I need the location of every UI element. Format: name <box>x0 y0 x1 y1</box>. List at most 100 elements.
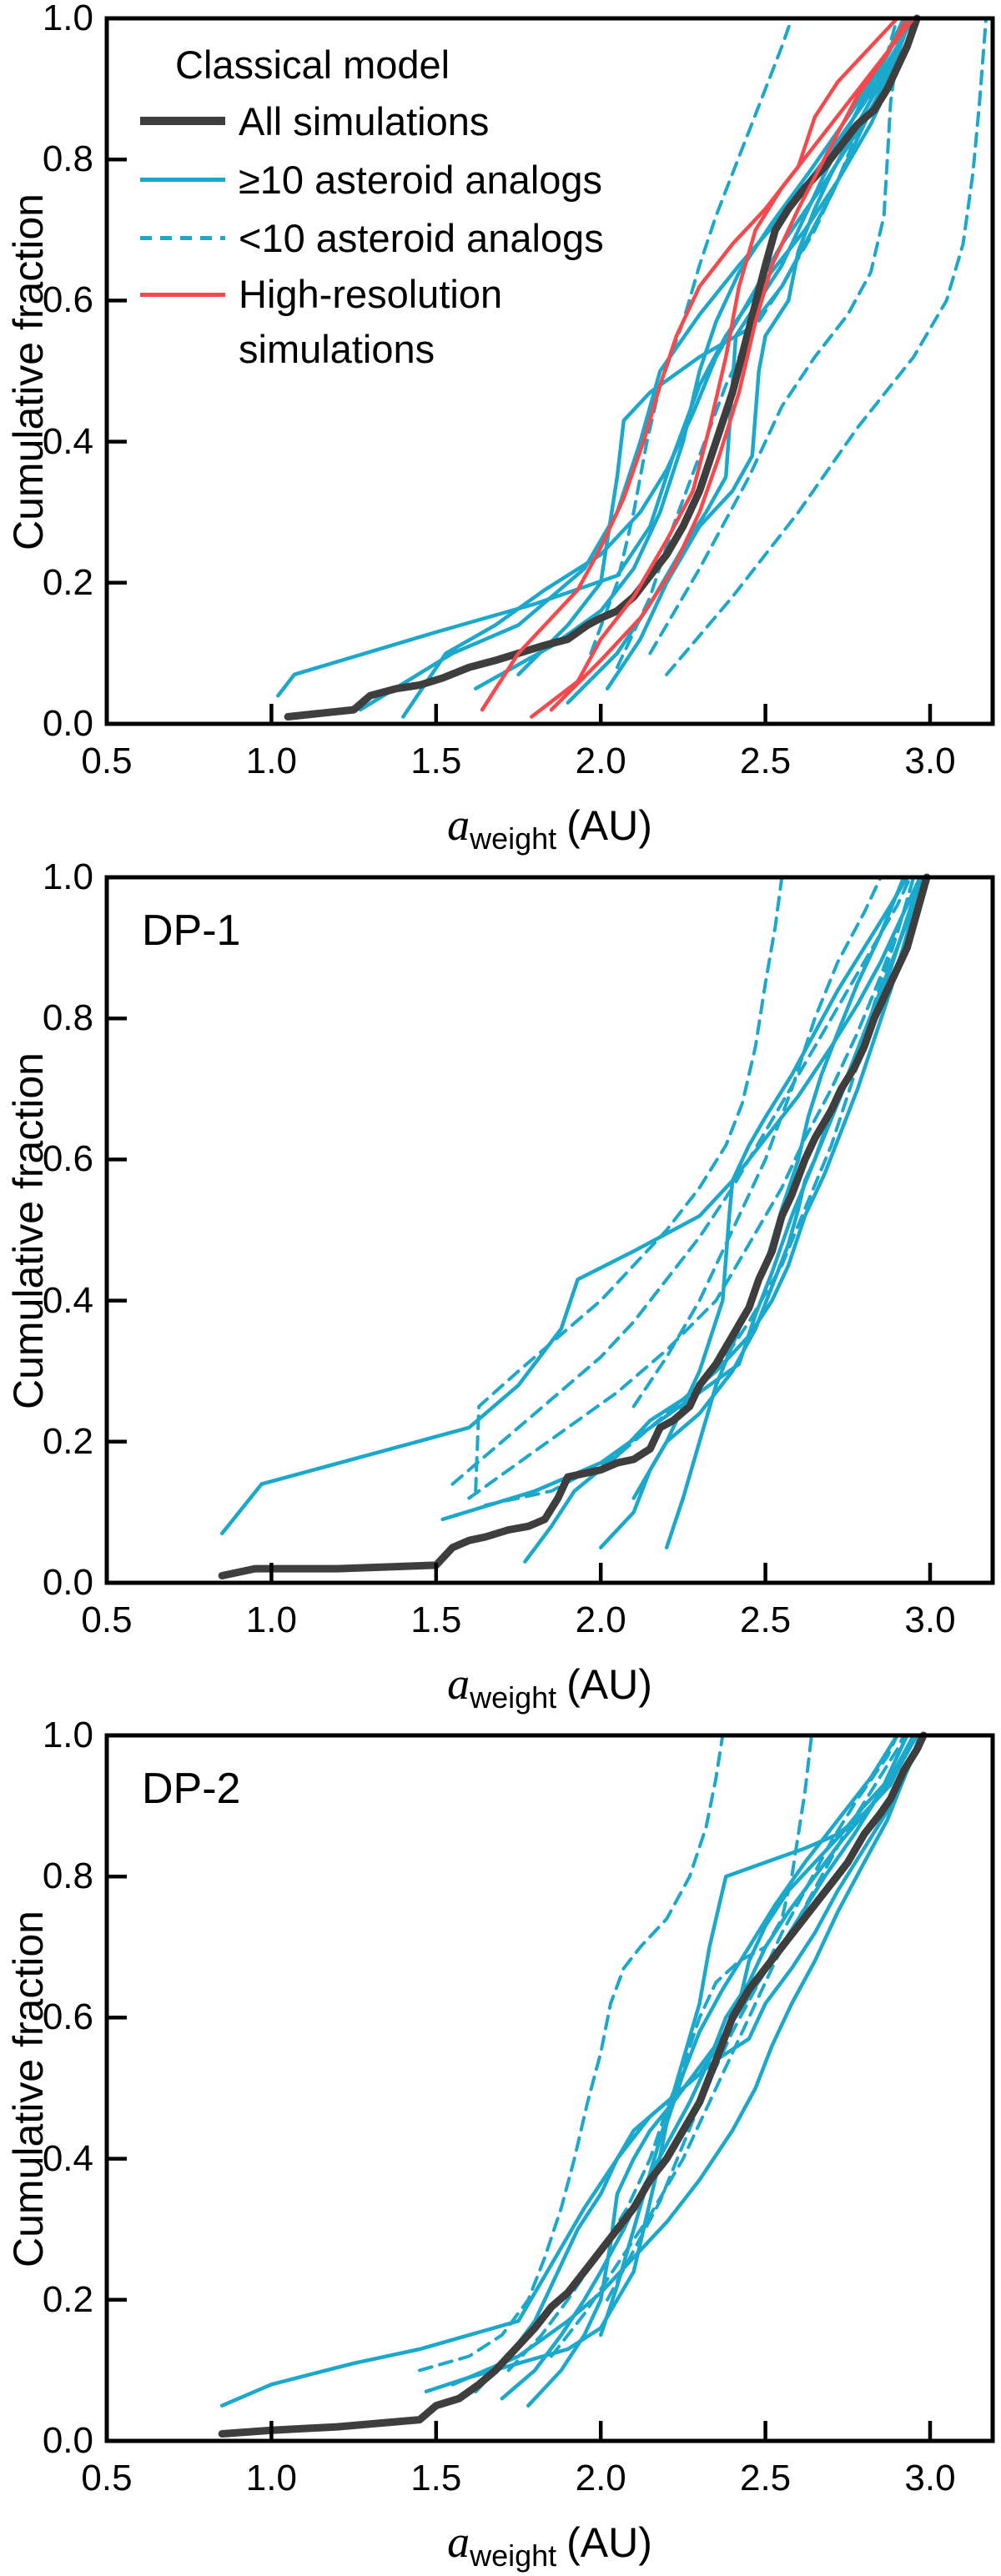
legend-title: Classical model <box>175 43 450 87</box>
y-tick-label: 0.6 <box>42 279 93 321</box>
series-all-line <box>218 873 931 1579</box>
series-lt10-line <box>450 876 913 1486</box>
legend-label-lt10-analogs: <10 asteroid analogs <box>239 215 604 260</box>
x-tick-label: 3.0 <box>904 2458 956 2498</box>
panel-classical-model: Cumulative fraction aweight (AU) Classica… <box>0 0 1001 859</box>
y-tick-label: 0.6 <box>42 1138 93 1180</box>
y-tick-label: 0.8 <box>42 1855 93 1897</box>
series-lt10-line <box>648 17 906 655</box>
legend-label-high-resolution: High-resolution simulations <box>239 267 502 377</box>
all-simulations-line-swatch <box>140 117 225 125</box>
x-tick-label: 2.0 <box>575 2458 626 2498</box>
series-ge10-line <box>219 1733 923 2408</box>
series-lt10-line <box>506 1734 813 2373</box>
y-tick-label: 1.0 <box>42 1715 93 1755</box>
x-tick-label: 1.0 <box>245 1599 297 1640</box>
y-tick-label: 0.4 <box>42 2137 93 2179</box>
y-tick-label: 0.8 <box>42 997 93 1039</box>
series-ge10-line <box>424 1733 899 2394</box>
x-tick-label: 0.5 <box>81 741 133 781</box>
x-axis-label: aweight (AU) <box>447 2516 652 2573</box>
legend-label-high-resolution-line2: simulations <box>239 327 435 371</box>
plot-frame <box>104 16 995 726</box>
chart-canvas-dp2 <box>104 1731 995 2443</box>
x-axis-variable: a <box>447 2517 470 2567</box>
x-tick-label: 1.5 <box>410 2458 462 2498</box>
series-ge10-line <box>219 875 923 1536</box>
x-tick-label: 0.5 <box>81 1599 133 1640</box>
panel-dp2: DP-2 Cumulative fraction aweight (AU) 0.5… <box>0 1715 1001 2576</box>
series-ge10-line <box>523 875 926 1564</box>
legend-label-high-resolution-line1: High-resolution <box>239 272 503 316</box>
legend-label-ge10-analogs: ≥10 asteroid analogs <box>239 157 603 202</box>
x-axis-unit: (AU) <box>566 1661 652 1708</box>
x-tick-label: 1.5 <box>410 741 462 781</box>
x-tick-label: 2.5 <box>739 2458 792 2498</box>
y-tick-label: 0.8 <box>42 138 93 180</box>
panel-title-dp1: DP-1 <box>142 906 241 955</box>
x-axis-label: aweight (AU) <box>447 799 652 856</box>
x-axis-label: aweight (AU) <box>447 1658 652 1715</box>
x-tick-label: 2.5 <box>739 1599 792 1640</box>
x-axis-subscript: weight <box>470 2538 557 2573</box>
y-tick-label: 1.0 <box>42 856 93 897</box>
legend-label-all-simulations: All simulations <box>239 98 490 143</box>
chart-canvas-dp1 <box>104 873 995 1585</box>
x-axis-unit: (AU) <box>566 802 652 849</box>
chart-canvas-classical-model <box>104 14 995 726</box>
panel-dp1: DP-1 Cumulative fraction aweight (AU) 0.5… <box>0 856 1001 1718</box>
series-lt10-line <box>418 1734 725 2373</box>
y-tick-label: 0.6 <box>42 1996 93 2038</box>
high-resolution-line-swatch <box>140 293 225 297</box>
x-tick-label: 2.5 <box>739 741 792 781</box>
lt10-analogs-dashed-line-swatch <box>140 235 225 240</box>
series-ge10-line <box>526 1733 909 2408</box>
legend: Classical model All simulations ≥10 aste… <box>140 38 604 377</box>
axis-ticks <box>104 1733 933 2443</box>
legend-entry-ge10-analogs: ≥10 asteroid analogs <box>140 150 604 208</box>
y-axis-label: Cumulative fraction <box>5 1052 52 1409</box>
x-axis-variable: a <box>447 1659 470 1709</box>
y-tick-label: 0.2 <box>42 2278 93 2320</box>
plot-frame <box>104 1733 995 2443</box>
x-tick-label: 2.0 <box>575 1599 626 1640</box>
series-ge10-line <box>631 875 909 1500</box>
series-ge10-line <box>500 1733 919 2401</box>
series-all-line <box>284 14 921 721</box>
y-tick-label: 1.0 <box>42 0 93 38</box>
x-tick-label: 3.0 <box>904 741 956 781</box>
series-ge10-line <box>566 16 906 705</box>
series-lt10-line <box>606 1734 899 2302</box>
series-highres-line <box>530 16 916 719</box>
series-ge10-line <box>664 875 906 1549</box>
series-lt10-line <box>474 876 784 1493</box>
y-tick-label: 0.2 <box>42 1420 93 1462</box>
y-axis-label: Cumulative fraction <box>5 193 52 550</box>
y-tick-label: 0.0 <box>42 2420 93 2461</box>
x-tick-label: 1.0 <box>245 2458 297 2498</box>
series-highres-line <box>549 16 909 712</box>
ge10-analogs-line-swatch <box>140 177 225 182</box>
series-ge10-line <box>605 16 913 690</box>
series-highres-line <box>480 16 899 712</box>
series-lt10-line <box>589 17 794 655</box>
y-tick-label: 0.0 <box>42 703 93 744</box>
series-all-line <box>218 1731 928 2438</box>
series-ge10-line <box>516 16 909 677</box>
axis-ticks <box>104 875 933 1585</box>
x-tick-label: 0.5 <box>81 2458 133 2498</box>
y-axis-label: Cumulative fraction <box>5 1911 52 2267</box>
plot-frame <box>104 875 995 1585</box>
x-tick-label: 3.0 <box>904 1599 956 1640</box>
x-axis-variable: a <box>447 800 470 850</box>
x-axis-subscript: weight <box>470 821 557 856</box>
y-tick-label: 0.4 <box>42 420 93 462</box>
legend-entry-all-simulations: All simulations <box>140 92 604 150</box>
x-tick-label: 1.0 <box>245 741 297 781</box>
y-tick-label: 0.4 <box>42 1279 93 1321</box>
series-ge10-line <box>276 16 919 698</box>
series-lt10-line <box>665 17 988 676</box>
panel-title-dp2: DP-2 <box>142 1765 241 1813</box>
x-tick-label: 1.5 <box>410 1599 462 1640</box>
